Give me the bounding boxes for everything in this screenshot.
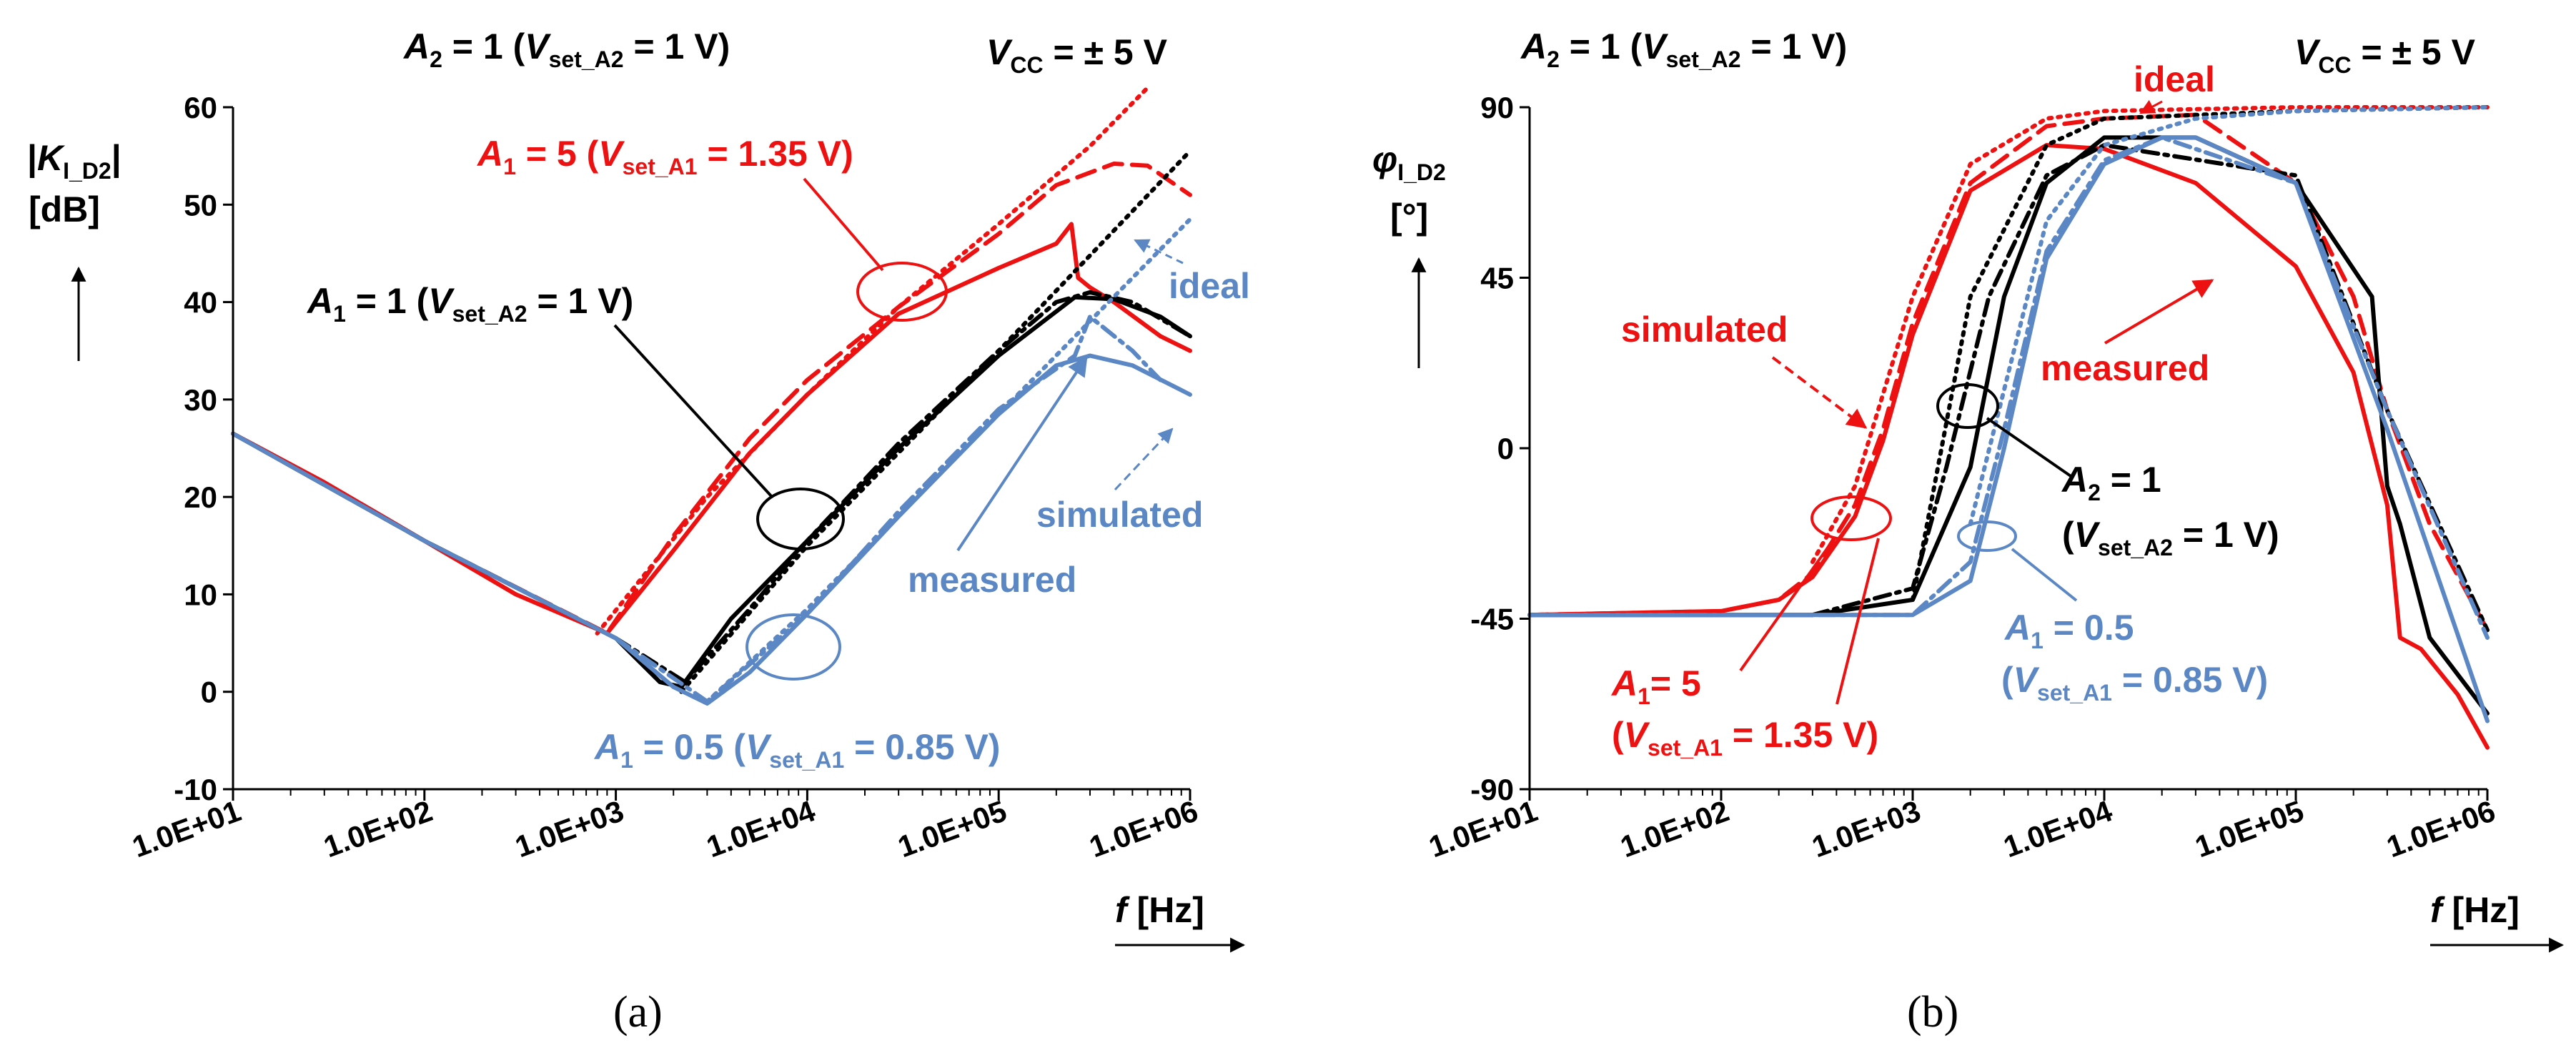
- y-tick-label: -45: [1470, 603, 1514, 636]
- panel-b-blue-label-1: A1 = 0.5: [2003, 608, 2134, 653]
- x-tick-label: 1.0E+05: [2191, 794, 2308, 864]
- panel-b-red-label-1: A1= 5: [1610, 663, 1701, 709]
- panel-a-black-pointer: [613, 324, 773, 498]
- panel-b-simulated-label: simulated: [1621, 310, 1788, 350]
- panel-a-ylabel-unit: [dB]: [29, 189, 100, 229]
- panel-b-red-label-2: (Vset_A1 = 1.35 V): [1612, 715, 1878, 761]
- x-tick-label: 1.0E+02: [319, 794, 437, 864]
- series-line: [1527, 135, 2490, 640]
- panel-b-measured-label: measured: [2041, 348, 2209, 388]
- x-tick-label: 1.0E+06: [1085, 794, 1202, 864]
- series-group-b: [1527, 105, 2490, 750]
- panel-b-title-left: A2 = 1 (Vset_A2 = 1 V): [1520, 26, 1847, 72]
- panel-b-ylabel: φI_D2: [1372, 139, 1446, 185]
- panel-b-red-ellipse: [1810, 495, 1892, 541]
- series-line: [231, 295, 1192, 689]
- panel-b-blue-label-2: (Vset_A1 = 0.85 V): [2001, 660, 2268, 706]
- y-tick-label: -90: [1470, 773, 1514, 806]
- series-line: [1527, 112, 2490, 633]
- panel-b-black-label-1: A2 = 1: [2061, 460, 2161, 505]
- panel-b-black-ellipse: [1936, 383, 1999, 429]
- series-line: [1810, 105, 2490, 564]
- panel-a-measured-arrow: [956, 355, 1088, 552]
- series-line: [1968, 105, 2490, 526]
- series-line: [1527, 135, 2490, 723]
- panel-b-blue-pointer: [2011, 548, 2078, 602]
- series-line: [705, 217, 1192, 704]
- panel-a-simulated-label: simulated: [1036, 495, 1203, 535]
- x-tick-label: 1.0E+05: [893, 794, 1011, 864]
- series-line: [613, 315, 1163, 704]
- x-tick-label: 1.0E+02: [1616, 794, 1733, 864]
- panel-b-black-label-2: (Vset_A2 = 1 V): [2062, 515, 2279, 560]
- panel-b-simulated-arrow: [1771, 356, 1868, 429]
- y-tick-label: 10: [184, 578, 217, 611]
- panel-a-black-ellipse: [756, 488, 845, 550]
- series-line: [679, 149, 1192, 694]
- series-line: [613, 290, 1192, 685]
- series-line: [1527, 143, 2490, 750]
- series-line: [1527, 135, 2490, 716]
- y-tick-label: 0: [1497, 432, 1514, 465]
- y-tick-label: 60: [184, 91, 217, 124]
- panel-a-caption: (a): [613, 988, 663, 1037]
- panel-b-xlabel: f [Hz]: [2430, 890, 2520, 930]
- panel-a-black-label: A1 = 1 (Vset_A2 = 1 V): [306, 281, 633, 327]
- x-tick-label: 1.0E+06: [2382, 794, 2500, 864]
- x-tick-label: 1.0E+04: [702, 794, 820, 864]
- panel-a-red-pointer: [803, 177, 884, 272]
- panel-a-xlabel: f [Hz]: [1115, 890, 1204, 930]
- panel-a-ideal-arrow: [1134, 239, 1184, 265]
- panel-a-blue-label: A1 = 0.5 (Vset_A1 = 0.85 V): [593, 727, 1000, 773]
- panel-a-ylabel: |KI_D2|: [27, 138, 122, 184]
- panel-a-ideal-label: ideal: [1169, 266, 1250, 306]
- panel-b-measured-arrow: [2104, 279, 2214, 345]
- y-tick-label: 40: [184, 286, 217, 320]
- y-tick-label: 45: [1480, 262, 1514, 295]
- panel-b-red-pointer: [1739, 538, 1835, 672]
- panel-a-red-ellipse: [856, 262, 948, 322]
- panel-b-ylabel-unit: [°]: [1390, 197, 1428, 237]
- panel-a-title-right: VCC = ± 5 V: [986, 32, 1168, 78]
- panel-b-ideal-arrow: [2139, 99, 2163, 114]
- panel-a-simulated-arrow: [1114, 427, 1174, 491]
- panel-b-red-pointer-2: [1836, 538, 1880, 705]
- series-line: [595, 85, 1150, 636]
- panel-a-blue-ellipse: [745, 613, 841, 681]
- panel-b-ideal-label: ideal: [2134, 59, 2215, 99]
- x-tick-label: 1.0E+03: [510, 794, 628, 864]
- y-tick-label: -10: [174, 773, 217, 806]
- panel-b-blue-ellipse: [1957, 520, 2017, 552]
- y-tick-label: 0: [201, 676, 217, 709]
- y-tick-label: 30: [184, 383, 217, 417]
- y-tick-label: 50: [184, 188, 217, 222]
- x-tick-label: 1.0E+03: [1808, 794, 1925, 864]
- panel-a-title-left: A2 = 1 (Vset_A2 = 1 V): [402, 26, 730, 72]
- panel-a-measured-label: measured: [908, 560, 1076, 600]
- panel-a-red-label: A1 = 5 (Vset_A1 = 1.35 V): [476, 134, 853, 179]
- panel-b-caption: (b): [1907, 988, 1958, 1037]
- x-tick-label: 1.0E+04: [1999, 794, 2117, 864]
- panel-b-black-pointer: [1986, 417, 2074, 479]
- panel-b-title-right: VCC = ± 5 V: [2294, 32, 2476, 78]
- series-group-a: [231, 85, 1192, 706]
- y-tick-label: 90: [1480, 91, 1514, 124]
- y-tick-label: 20: [184, 480, 217, 514]
